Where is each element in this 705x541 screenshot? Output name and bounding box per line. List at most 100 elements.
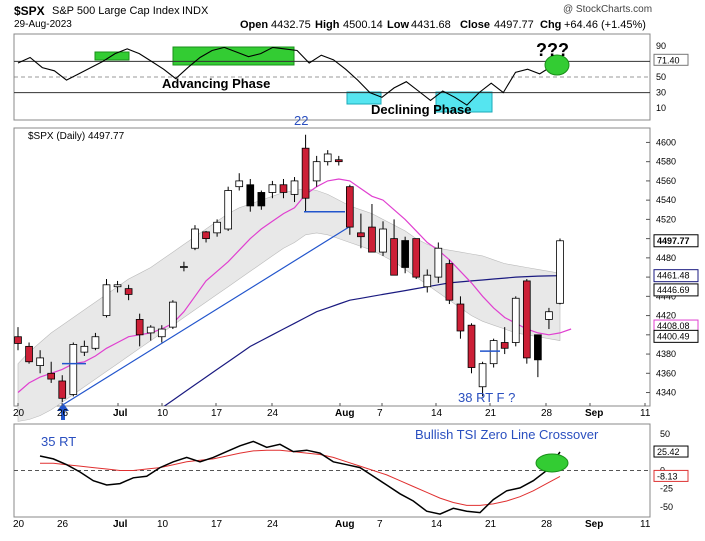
price-tag: 4446.69 bbox=[657, 285, 690, 295]
price-x-tick: 26 bbox=[57, 408, 69, 419]
candle-body bbox=[368, 226, 376, 253]
candle-body bbox=[69, 344, 78, 395]
chg-label: Chg bbox=[540, 19, 562, 31]
candle-body bbox=[434, 247, 443, 278]
open-label: Open bbox=[240, 19, 269, 31]
candle-body bbox=[124, 288, 133, 295]
candle-body bbox=[467, 324, 476, 368]
tsi-current-value: 25.42 bbox=[657, 447, 680, 457]
advancing-box-2 bbox=[172, 46, 295, 66]
candle-body bbox=[36, 357, 44, 366]
osc-value-tag bbox=[653, 53, 689, 66]
candle-body bbox=[14, 336, 22, 344]
price-x-tick: Aug bbox=[335, 408, 354, 419]
candle-body bbox=[235, 180, 244, 188]
tsi-x-tick: 26 bbox=[57, 519, 69, 530]
candle-body bbox=[224, 190, 232, 230]
tsi-x-tick: 20 bbox=[13, 519, 25, 530]
price-tag-box bbox=[653, 269, 699, 283]
close-value: 4497.77 bbox=[494, 19, 534, 31]
advancing-phase-label: Advancing Phase bbox=[162, 76, 271, 91]
price-tag: 4497.77 bbox=[657, 236, 690, 246]
price-x-tick: 21 bbox=[485, 408, 497, 419]
candle-body bbox=[301, 147, 310, 199]
price-tag: 4400.49 bbox=[657, 331, 690, 341]
watermark: @ StockCharts.com bbox=[563, 4, 653, 15]
candle-body bbox=[213, 221, 221, 234]
candle-body bbox=[279, 184, 288, 193]
candle-body bbox=[113, 284, 122, 288]
osc-current-value: 71.40 bbox=[657, 55, 680, 65]
candle-body bbox=[489, 340, 498, 365]
price-panel-frame bbox=[13, 127, 651, 407]
tsi-x-tick: 11 bbox=[640, 519, 651, 530]
candle-body bbox=[202, 231, 210, 240]
price-y-tick: 4340 bbox=[656, 388, 676, 398]
price-tag-box bbox=[653, 234, 699, 248]
candle-body bbox=[500, 342, 509, 349]
tsi-count-label: 35 RT bbox=[41, 434, 77, 449]
candle-body bbox=[478, 363, 487, 388]
candle-body bbox=[401, 240, 409, 268]
candle-body bbox=[556, 240, 564, 304]
price-x-tick: 7 bbox=[377, 408, 383, 419]
price-y-tick: 4560 bbox=[656, 176, 676, 186]
candle-body bbox=[456, 303, 465, 332]
price-x-tick: 11 bbox=[640, 408, 651, 419]
osc-y-tick: 90 bbox=[656, 41, 666, 51]
tsi-x-tick: 10 bbox=[157, 519, 169, 530]
candle-body bbox=[146, 326, 155, 334]
osc-line bbox=[17, 46, 565, 106]
osc-y-tick: 10 bbox=[656, 103, 666, 113]
candle-body bbox=[257, 192, 266, 207]
tsi-current-value: -8.13 bbox=[657, 471, 678, 481]
candle-body bbox=[412, 238, 421, 278]
price-x-tick: 24 bbox=[267, 408, 279, 419]
candle-body bbox=[545, 311, 553, 320]
candle-body bbox=[102, 284, 111, 316]
candle-body bbox=[25, 345, 33, 363]
tsi-x-tick: 7 bbox=[377, 519, 383, 530]
low-count-label: 38 RT F ? bbox=[458, 390, 516, 405]
osc-y-tick: 50 bbox=[656, 72, 666, 82]
price-x-tick: 28 bbox=[541, 408, 553, 419]
price-y-tick: 4380 bbox=[656, 349, 676, 359]
candle-body bbox=[445, 263, 454, 301]
candle-body bbox=[169, 301, 177, 328]
tsi-x-tick: Aug bbox=[335, 519, 354, 530]
candle-body bbox=[323, 153, 332, 163]
price-y-tick: 4580 bbox=[656, 157, 676, 167]
exchange: INDX bbox=[182, 5, 209, 17]
candle-body bbox=[534, 334, 542, 361]
tsi-x-tick: 21 bbox=[485, 519, 497, 530]
date: 29-Aug-2023 bbox=[14, 19, 72, 30]
price-x-tick: 14 bbox=[431, 408, 443, 419]
price-y-tick: 4480 bbox=[656, 253, 676, 263]
close-label: Close bbox=[460, 19, 490, 31]
candle-body bbox=[334, 159, 343, 163]
tsi-signal-line bbox=[40, 449, 561, 506]
high-count-label: 22 bbox=[294, 113, 309, 128]
tsi-x-tick: 24 bbox=[267, 519, 279, 530]
price-y-tick: 4420 bbox=[656, 311, 676, 321]
tsi-x-tick: 28 bbox=[541, 519, 553, 530]
candle-body bbox=[268, 184, 277, 193]
low-value: 4431.68 bbox=[411, 19, 451, 31]
price-legend: $SPX (Daily) 4497.77 bbox=[28, 131, 125, 142]
candle-body bbox=[58, 380, 67, 399]
index-name: S&P 500 Large Cap Index bbox=[52, 5, 180, 17]
candle-body bbox=[390, 238, 398, 276]
price-y-tick: 4520 bbox=[656, 214, 676, 224]
tsi-x-tick: Jul bbox=[113, 519, 128, 530]
price-x-tick: 17 bbox=[211, 408, 223, 419]
question-marks: ??? bbox=[536, 40, 569, 60]
candle-body bbox=[312, 161, 321, 182]
open-value: 4432.75 bbox=[271, 19, 311, 31]
declining-phase-label: Declining Phase bbox=[371, 102, 472, 117]
price-tag-box bbox=[653, 329, 699, 343]
price-tag: 4461.48 bbox=[657, 271, 690, 281]
ma-short-line bbox=[17, 178, 572, 393]
up-arrow-icon bbox=[57, 403, 69, 420]
ma-group bbox=[17, 178, 572, 406]
high-label: High bbox=[315, 19, 340, 31]
